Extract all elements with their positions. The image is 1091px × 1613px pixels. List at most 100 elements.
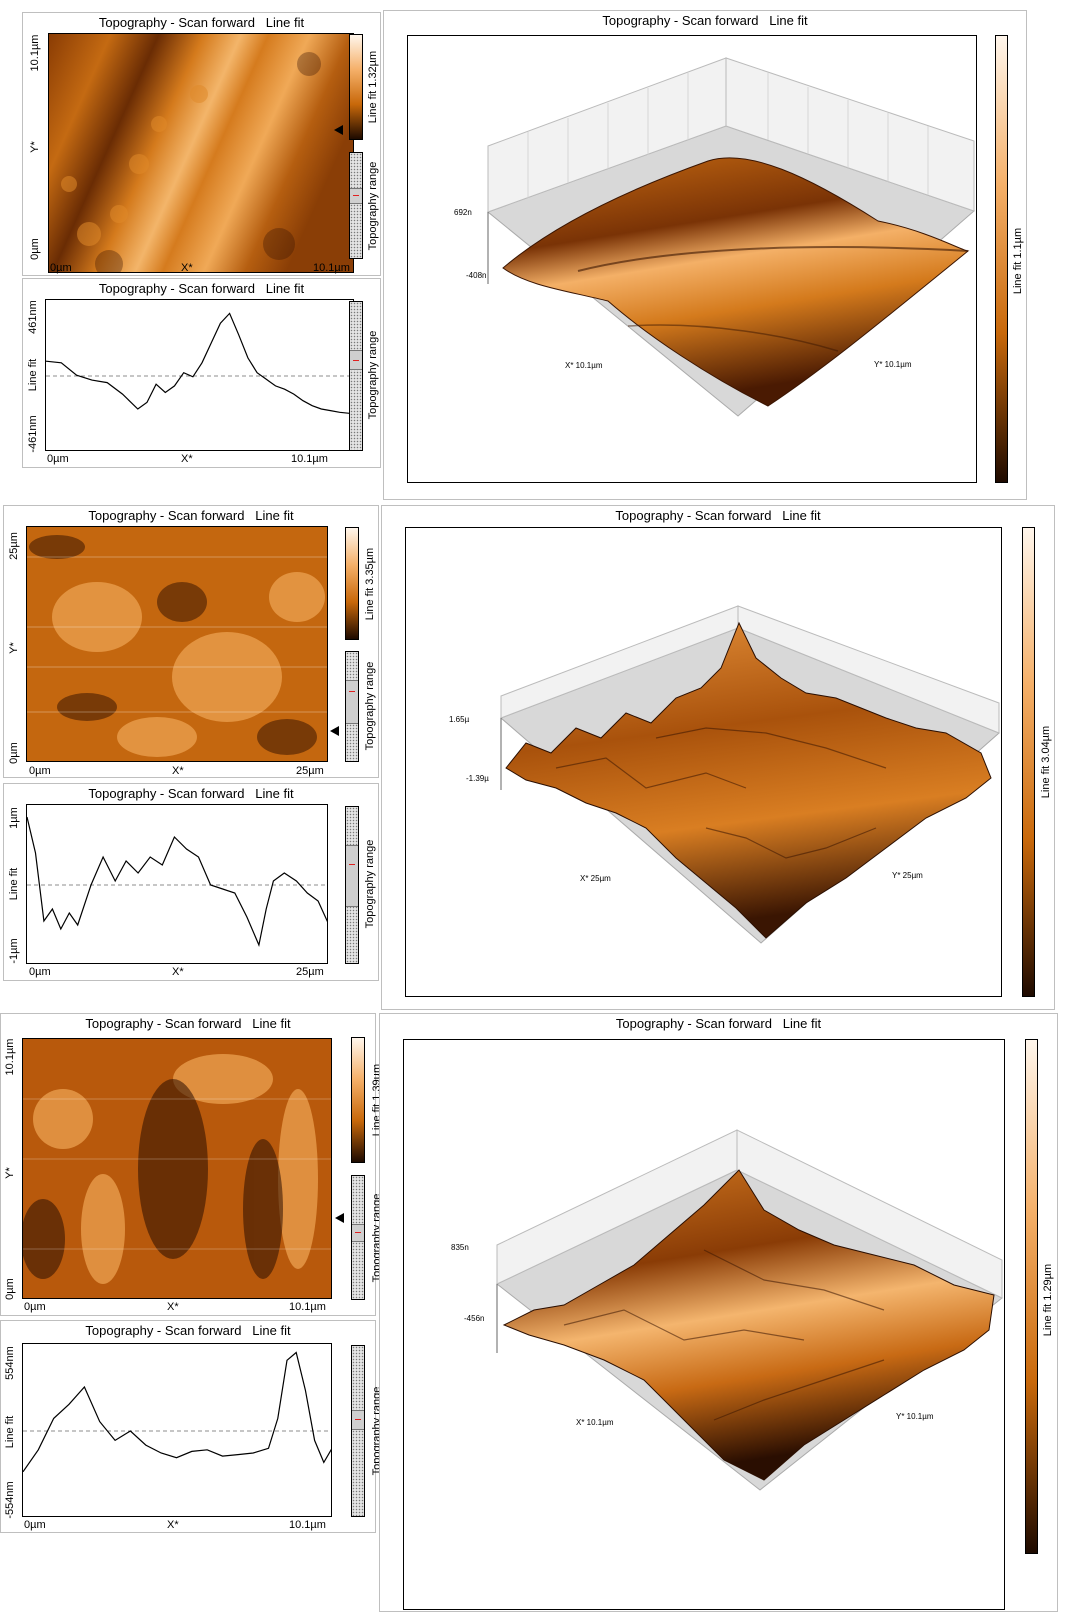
- topography-range-slider[interactable]: [345, 806, 359, 964]
- afm-image-panel-2: Topography - Scan forward Line fit 25µm …: [3, 505, 379, 778]
- profile-panel-2: Topography - Scan forward Line fit 1µm L…: [3, 783, 379, 981]
- y-axis-label: Y* 25µm: [892, 871, 923, 880]
- z-bottom-label: -456n: [464, 1314, 485, 1323]
- x-right-label: 25µm: [296, 765, 324, 777]
- view3d-panel-3: Topography - Scan forward Line fit 835n: [379, 1013, 1058, 1612]
- panel-title: Topography - Scan forward Line fit: [85, 1323, 291, 1338]
- colorbar-label: Line fit 1.1µm: [1012, 227, 1024, 295]
- panel-title: Topography - Scan forward Line fit: [85, 1016, 291, 1031]
- topography-map: [23, 1039, 331, 1298]
- z-top-label: 835n: [451, 1243, 469, 1252]
- x-mid-label: X*: [181, 453, 193, 465]
- color-scale-bar: [345, 527, 359, 640]
- color-scale-bar: [995, 35, 1008, 483]
- y-mid-label: Y*: [29, 141, 41, 153]
- x-axis-label: X* 10.1µm: [565, 361, 603, 370]
- y-mid-label: Line fit: [4, 1415, 16, 1449]
- line-profile-plot[interactable]: [45, 299, 354, 451]
- y-mid-label: Y*: [8, 642, 20, 654]
- range-label: Topography range: [367, 161, 379, 251]
- topography-range-slider[interactable]: [345, 651, 359, 762]
- y-bottom-label: 0µm: [29, 238, 41, 260]
- panel-title: Topography - Scan forward Line fit: [98, 15, 305, 30]
- y-top-label: 25µm: [8, 532, 20, 560]
- topography-range-slider[interactable]: [349, 301, 363, 451]
- x-mid-label: X*: [181, 262, 193, 274]
- profile-panel-1: Topography - Scan forward Line fit 461nm…: [22, 278, 381, 468]
- x-right-label: 10.1µm: [289, 1301, 326, 1313]
- x-right-label: 10.1µm: [289, 1519, 326, 1531]
- colorbar-label: Line fit 3.35µm: [364, 547, 376, 621]
- x-left-label: 0µm: [47, 453, 69, 465]
- line-position-marker[interactable]: [330, 726, 339, 736]
- panel-title: Topography - Scan forward Line fit: [602, 13, 808, 28]
- x-mid-label: X*: [167, 1519, 179, 1531]
- x-right-label: 10.1µm: [313, 262, 350, 274]
- colorbar-label: Line fit 1.29µm: [1042, 1263, 1054, 1337]
- y-bottom-label: 0µm: [8, 742, 20, 764]
- 3d-view-area[interactable]: [407, 35, 977, 483]
- topography-map: [27, 527, 327, 761]
- y-axis-label: Y* 10.1µm: [874, 360, 912, 369]
- x-mid-label: X*: [172, 765, 184, 777]
- x-axis-label: X* 25µm: [580, 874, 611, 883]
- 3d-view-area[interactable]: [403, 1039, 1005, 1610]
- profile-line-series-0: [27, 816, 327, 948]
- afm-image-panel-1: Topography - Scan forward Line fit: [22, 12, 381, 276]
- 3d-surface: [496, 1129, 1003, 1491]
- color-scale-bar: [349, 34, 363, 140]
- y-top-label: 10.1µm: [29, 34, 41, 72]
- y-mid-label: Line fit: [8, 867, 20, 901]
- afm-image-panel-3: Topography - Scan forward Line fit 10.1µ…: [0, 1013, 383, 1316]
- z-top-label: 692n: [454, 208, 472, 217]
- z-bottom-label: -1.39µ: [466, 774, 489, 783]
- panel-title: Topography - Scan forward Line fit: [88, 508, 294, 523]
- x-left-label: 0µm: [29, 966, 51, 978]
- x-right-label: 10.1µm: [291, 453, 328, 465]
- y-top-label: 10.1µm: [4, 1038, 16, 1076]
- range-label: Topography range: [364, 661, 376, 751]
- x-axis-label: X* 10.1µm: [576, 1418, 614, 1427]
- z-top-label: 1.65µ: [449, 715, 470, 724]
- view3d-panel-2: Topography - Scan forward Line fit 1.65µ…: [381, 505, 1055, 1010]
- profile-chart: [27, 816, 327, 948]
- topography-map: [49, 34, 353, 272]
- profile-chart: [46, 312, 353, 415]
- color-scale-bar: [1022, 527, 1035, 997]
- x-left-label: 0µm: [29, 765, 51, 777]
- y-mid-label: Line fit: [27, 358, 39, 392]
- x-left-label: 0µm: [24, 1519, 46, 1531]
- color-scale-bar: [1025, 1039, 1038, 1554]
- profile-panel-3: Topography - Scan forward Line fit 554nm…: [0, 1320, 383, 1533]
- topography-range-slider[interactable]: [351, 1345, 365, 1517]
- line-position-marker[interactable]: [335, 1213, 344, 1223]
- view3d-panel-1: Topography - Scan forward Line fit: [383, 10, 1027, 500]
- x-left-label: 0µm: [24, 1301, 46, 1313]
- y-top-label: 461nm: [27, 300, 39, 334]
- x-mid-label: X*: [172, 966, 184, 978]
- y-bottom-label: -554nm: [4, 1481, 16, 1519]
- panel-title: Topography - Scan forward Line fit: [88, 786, 294, 801]
- colorbar-label: Line fit 3.04µm: [1040, 725, 1052, 799]
- y-bottom-label: 0µm: [4, 1278, 16, 1300]
- line-profile-plot[interactable]: [22, 1343, 332, 1517]
- y-top-label: 554nm: [4, 1346, 16, 1380]
- color-scale-bar: [351, 1037, 365, 1163]
- x-right-label: 25µm: [296, 966, 324, 978]
- topography-image[interactable]: [22, 1038, 332, 1299]
- profile-line-series-0: [46, 312, 353, 415]
- colorbar-label: Line fit 1.32µm: [367, 50, 379, 124]
- 3d-surface: [487, 57, 975, 417]
- topography-image[interactable]: [48, 33, 354, 273]
- 3d-view-area[interactable]: [405, 527, 1002, 997]
- z-bottom-label: -408n: [466, 271, 487, 280]
- topography-range-slider[interactable]: [349, 152, 363, 259]
- profile-line-series-0: [23, 1351, 331, 1473]
- y-mid-label: Y*: [4, 1167, 16, 1179]
- line-position-marker[interactable]: [334, 125, 343, 135]
- line-profile-plot[interactable]: [26, 804, 328, 964]
- profile-chart: [23, 1351, 331, 1473]
- topography-image[interactable]: [26, 526, 328, 762]
- topography-range-slider[interactable]: [351, 1175, 365, 1300]
- y-axis-label: Y* 10.1µm: [896, 1412, 934, 1421]
